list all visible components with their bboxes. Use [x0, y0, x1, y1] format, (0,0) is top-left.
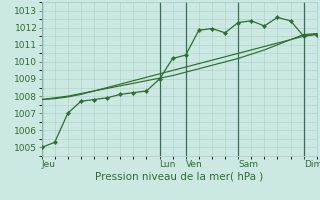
X-axis label: Pression niveau de la mer( hPa ): Pression niveau de la mer( hPa )	[95, 172, 263, 182]
